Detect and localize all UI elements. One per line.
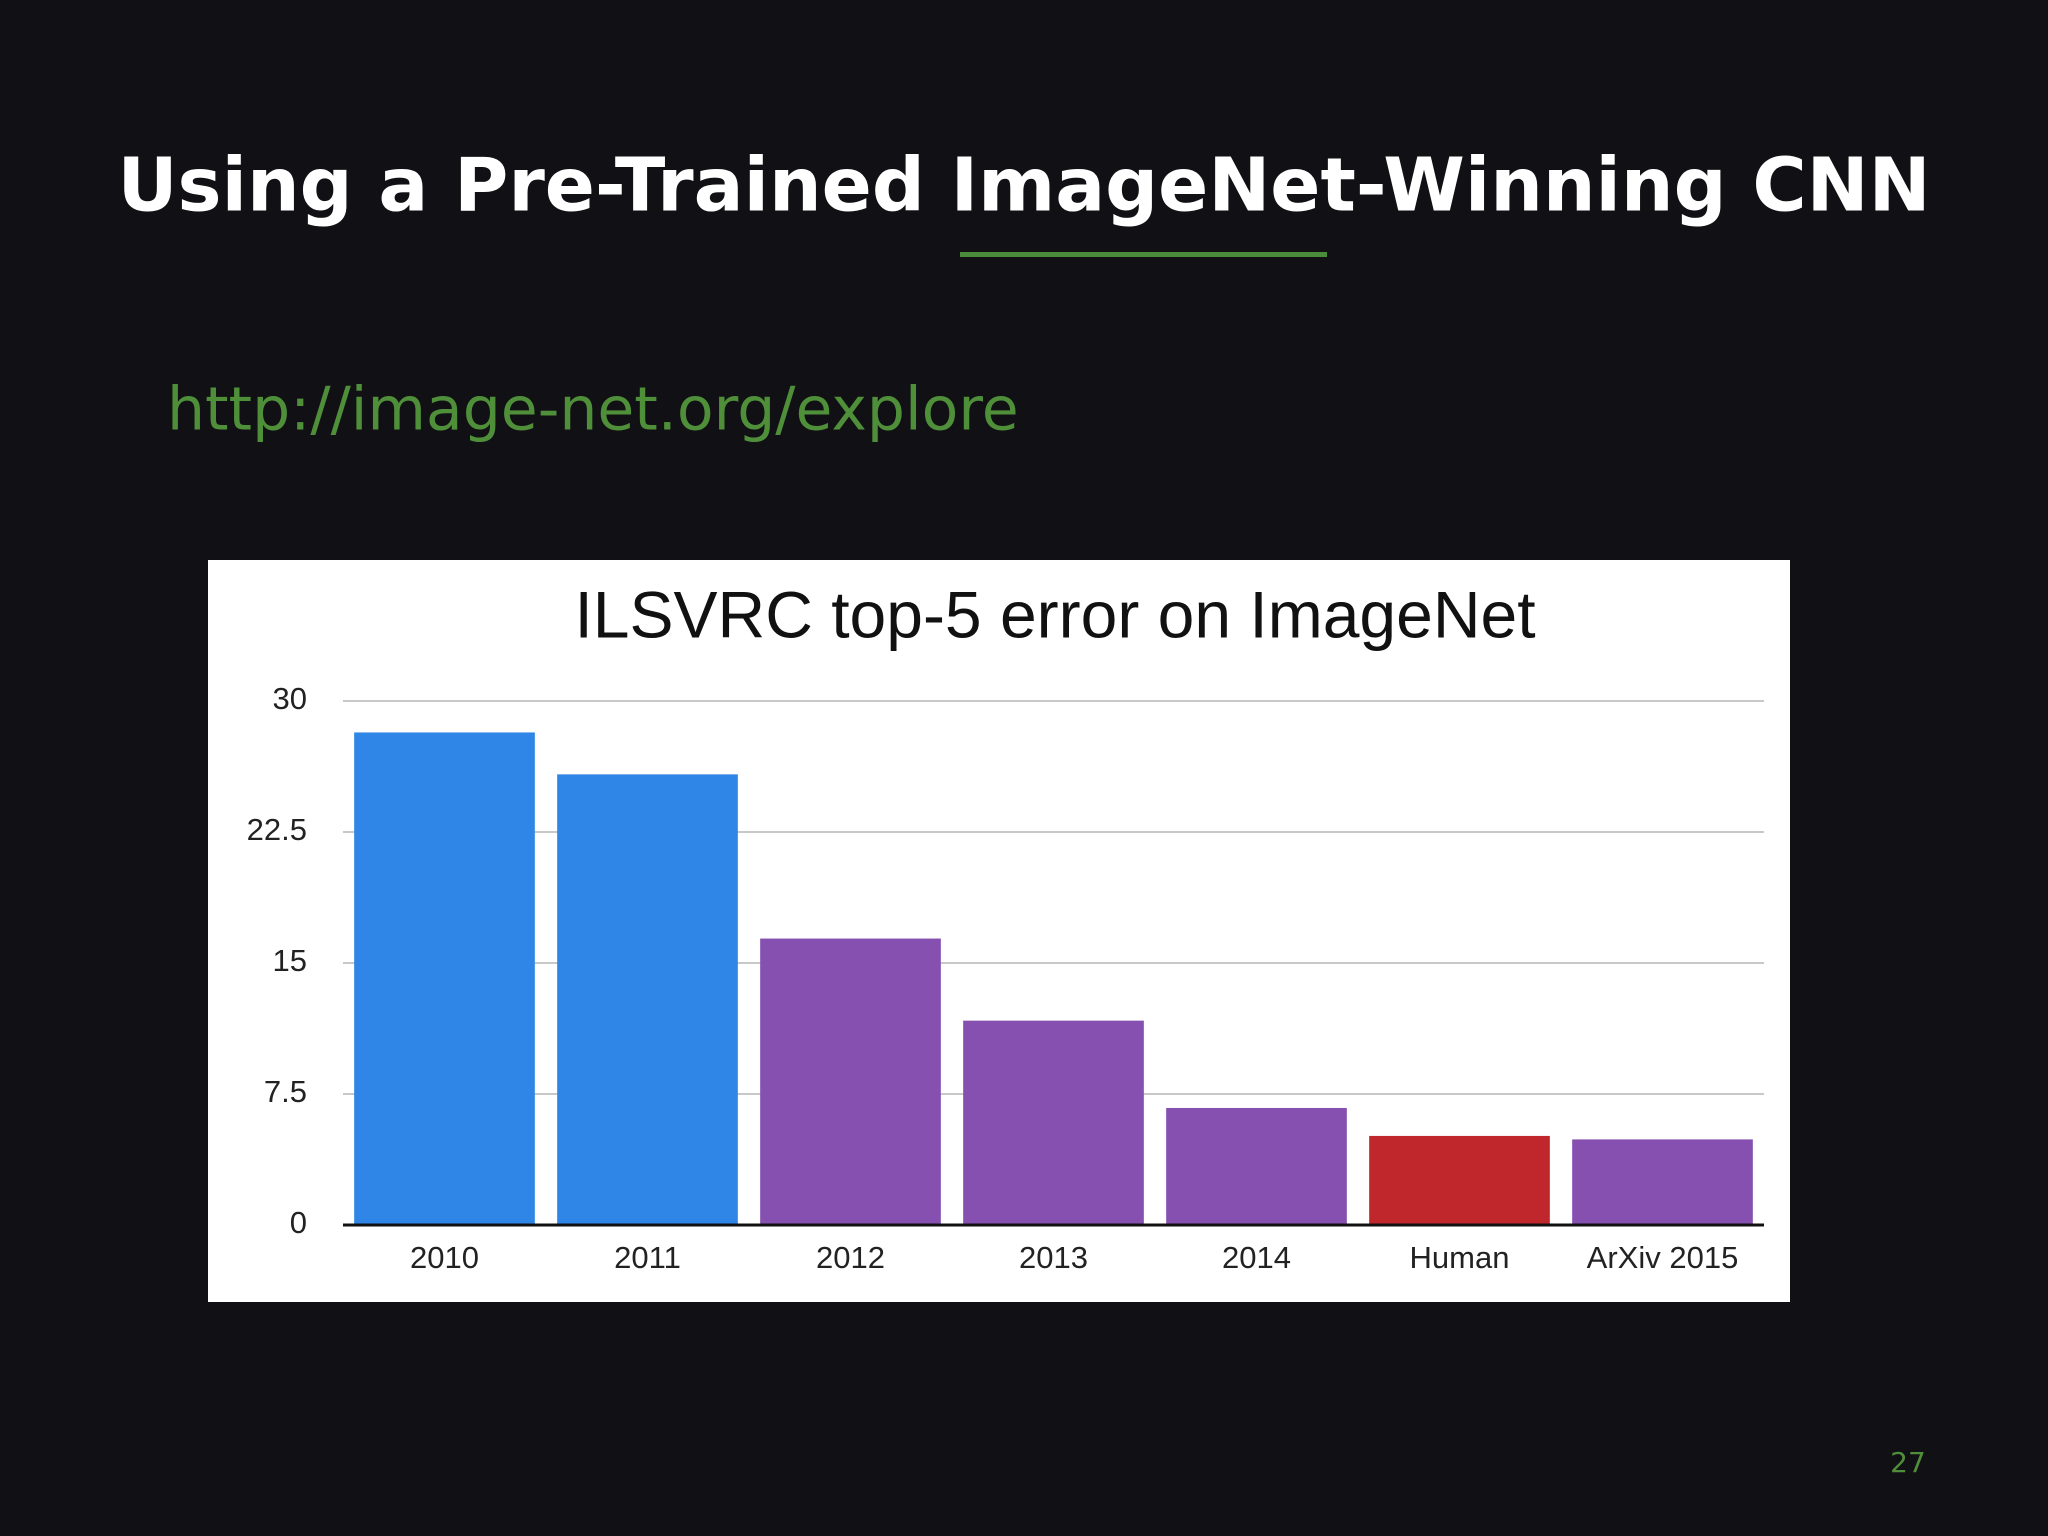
x-tick-label: 2013 <box>1019 1240 1088 1275</box>
x-tick-label: ArXiv 2015 <box>1587 1240 1739 1275</box>
y-tick-label: 22.5 <box>247 812 307 847</box>
y-tick-label: 30 <box>273 681 307 716</box>
y-tick-label: 0 <box>290 1205 307 1240</box>
bar <box>1166 1107 1347 1225</box>
x-tick-label: 2010 <box>410 1240 479 1275</box>
bar <box>354 732 535 1225</box>
title-underline <box>960 252 1327 257</box>
x-tick-label: 2011 <box>614 1240 681 1275</box>
x-tick-label: 2014 <box>1222 1240 1291 1275</box>
bar <box>1369 1135 1550 1225</box>
x-tick-label: 2012 <box>816 1240 885 1275</box>
slide-title: Using a Pre-Trained ImageNet-Winning CNN <box>117 143 1930 229</box>
page-number: 27 <box>1890 1446 1926 1479</box>
chart-title: ILSVRC top-5 error on ImageNet <box>574 577 1535 651</box>
y-tick-label: 15 <box>273 943 307 978</box>
bar <box>760 938 941 1225</box>
bar <box>557 774 738 1225</box>
link[interactable]: http://image-net.org/explore <box>167 375 1019 445</box>
bar <box>1572 1139 1753 1225</box>
bar <box>963 1020 1144 1225</box>
x-tick-label: Human <box>1410 1240 1510 1275</box>
y-tick-label: 7.5 <box>264 1074 307 1109</box>
